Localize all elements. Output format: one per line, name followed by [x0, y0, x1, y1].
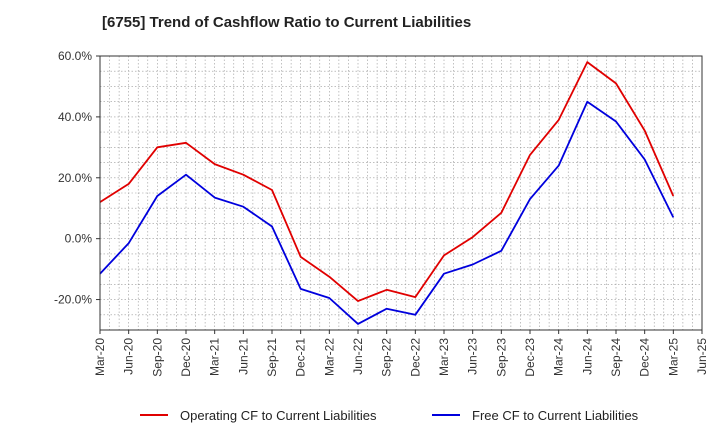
y-tick-label: -20.0% — [54, 293, 92, 307]
x-tick-label: Mar-24 — [552, 338, 566, 376]
x-tick-label: Jun-20 — [122, 338, 136, 375]
x-axis-ticks: Mar-20 Jun-20 Sep-20 Dec-20 Mar-21 Jun-21 Sep-… — [93, 330, 709, 377]
plot-frame — [99, 55, 703, 331]
x-tick-label: Sep-20 — [150, 338, 164, 377]
x-tick-label: Dec-21 — [294, 338, 308, 377]
y-tick-label: 0.0% — [65, 232, 93, 246]
x-tick-label: Sep-21 — [265, 338, 279, 377]
series-line-1 — [99, 61, 675, 303]
legend-label-1: Operating CF to Current Liabilities — [180, 408, 377, 423]
y-tick-label: 40.0% — [58, 110, 92, 124]
x-tick-label: Mar-20 — [93, 338, 107, 376]
x-tick-label: Jun-22 — [351, 338, 365, 375]
x-tick-label: Dec-23 — [523, 338, 537, 377]
x-tick-label: Sep-24 — [609, 338, 623, 377]
x-tick-label: Jun-23 — [466, 338, 480, 375]
y-tick-label: 20.0% — [58, 171, 92, 185]
series-line-2 — [99, 100, 675, 325]
legend-label-2: Free CF to Current Liabilities — [472, 408, 639, 423]
x-tick-label: Dec-22 — [408, 338, 422, 377]
x-tick-label: Sep-23 — [494, 338, 508, 377]
y-axis-ticks: 60.0% 40.0% 20.0% 0.0% -20.0% — [54, 49, 100, 307]
x-tick-label: Mar-23 — [437, 338, 451, 376]
series-lines — [99, 61, 675, 325]
x-tick-label: Mar-21 — [208, 338, 222, 376]
x-tick-label: Sep-22 — [380, 338, 394, 377]
x-tick-label: Dec-20 — [179, 338, 193, 377]
chart-title: [6755] Trend of Cashflow Ratio to Curren… — [102, 14, 472, 31]
grid — [100, 56, 702, 330]
x-tick-label: Jun-24 — [580, 338, 594, 375]
legend: Operating CF to Current Liabilities Free … — [140, 408, 639, 423]
x-tick-label: Mar-22 — [322, 338, 336, 376]
x-tick-label: Jun-25 — [695, 338, 709, 375]
x-tick-label: Jun-21 — [236, 338, 250, 375]
x-tick-label: Dec-24 — [638, 338, 652, 377]
x-tick-label: Mar-25 — [666, 338, 680, 376]
y-tick-label: 60.0% — [58, 49, 92, 63]
